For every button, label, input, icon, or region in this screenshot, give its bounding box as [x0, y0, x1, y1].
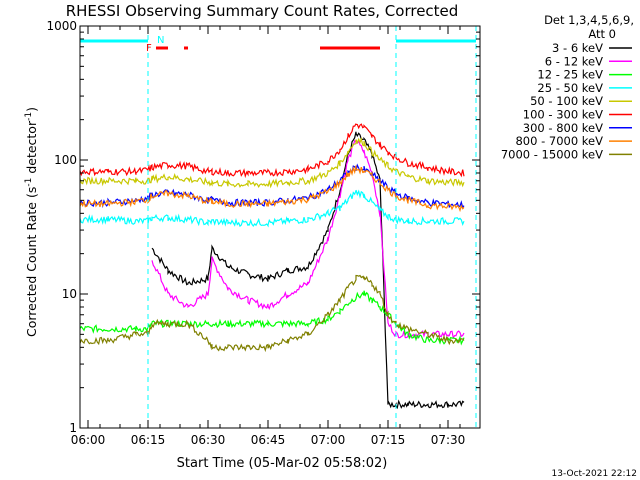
x-axis-label: Start Time (05-Mar-02 05:58:02)	[177, 456, 388, 471]
y-tick-label: 10	[62, 287, 77, 301]
series-line-1	[151, 139, 465, 340]
series-line-8	[79, 274, 465, 353]
x-tick-label: 06:15	[131, 433, 166, 447]
x-tick-label: 06:00	[71, 433, 106, 447]
y-label-main: Corrected Count Rate (s	[24, 187, 39, 337]
series-line-5	[79, 123, 465, 179]
footer-date: 13-Oct-2021 22:12	[552, 469, 637, 479]
legend-label: 50 - 100 keV	[530, 94, 603, 108]
legend-label: 100 - 300 keV	[523, 108, 603, 122]
y-label-end: )	[24, 107, 39, 112]
detector-list: Det 1,3,4,5,6,9,	[544, 13, 634, 27]
y-tick-label: 1	[69, 421, 77, 435]
plot-frame	[79, 25, 481, 429]
y-tick-label: 1000	[46, 19, 77, 33]
series-line-2	[79, 290, 465, 346]
y-axis-label: Corrected Count Rate (s-1 detector-1)	[24, 107, 39, 337]
series-line-4	[79, 136, 465, 189]
legend-label: 800 - 7000 keV	[515, 134, 603, 148]
legend-label: 3 - 6 keV	[552, 41, 603, 55]
night-flag-label: N	[157, 35, 164, 46]
chart-title: RHESSI Observing Summary Count Rates, Co…	[66, 2, 459, 20]
y-label-sup2: -1	[24, 112, 34, 121]
series-line-6	[79, 163, 465, 209]
flare-flag-label: F	[146, 43, 152, 54]
series-line-7	[79, 165, 465, 213]
y-tick-label: 100	[54, 153, 77, 167]
legend-label: 300 - 800 keV	[523, 121, 603, 135]
y-label-sup1: -1	[24, 178, 34, 187]
x-tick-label: 06:30	[191, 433, 226, 447]
legend-label: 12 - 25 keV	[537, 68, 603, 82]
legend-label: 25 - 50 keV	[537, 81, 603, 95]
legend-label: 7000 - 15000 keV	[501, 147, 603, 161]
x-tick-label: 07:15	[371, 433, 406, 447]
attenuator-state: Att 0	[588, 27, 616, 41]
legend-label: 6 - 12 keV	[545, 54, 603, 68]
series-line-0	[151, 131, 465, 410]
x-tick-label: 06:45	[251, 433, 286, 447]
y-label-mid: detector	[24, 120, 39, 178]
series-line-3	[79, 189, 465, 228]
x-tick-label: 07:30	[431, 433, 466, 447]
x-tick-label: 07:00	[311, 433, 346, 447]
